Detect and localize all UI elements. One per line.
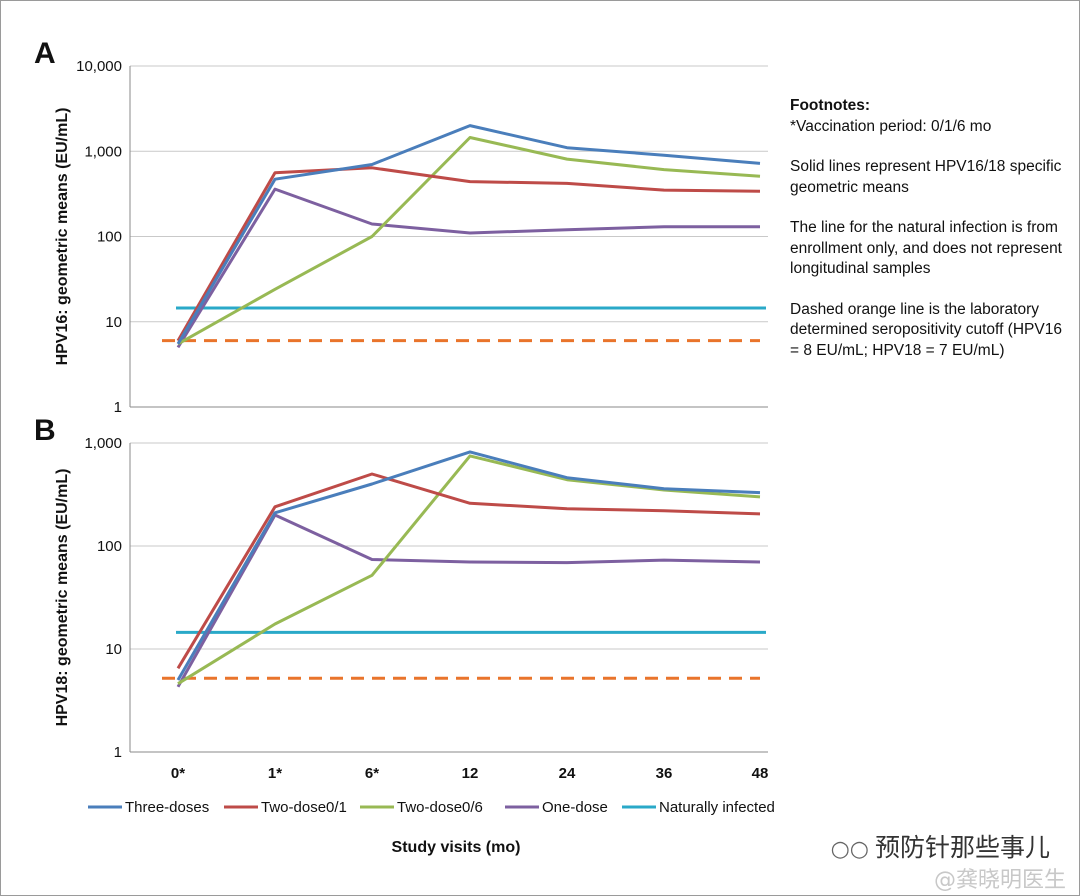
x-axis-title: Study visits (mo) [392,839,521,856]
watermark-account: ○○ 预防针那些事儿 [831,828,1050,864]
panel-b-y-tick-label: 1,000 [84,435,122,452]
panel-a-y-tick-label: 10 [105,314,122,331]
panel-a-y-tick-label: 1 [114,399,122,416]
panel-b-y-axis-title: HPV18: geometric means (EU/mL) [54,469,71,727]
panel-b-y-tick-label: 10 [105,641,122,658]
x-tick-label: 0* [171,765,185,782]
x-tick-label: 1* [268,765,282,782]
panel-a-series-three-doses [176,124,761,345]
legend-label: One-dose [542,799,608,816]
footnotes-title: Footnotes: [790,97,871,114]
x-tick-label: 48 [752,765,769,782]
panel-a-y-tick-label: 100 [97,229,122,246]
panel-b-series-two-dose0-1 [176,472,761,670]
legend-label: Two-dose0/1 [261,799,347,816]
x-tick-label: 36 [656,765,673,782]
footnote-dashed-line: Dashed orange line is the laboratory det… [790,300,1062,359]
legend-label: Three-doses [125,799,209,816]
panel-a-y-tick-label: 1,000 [84,143,122,160]
panel-b-series-three-doses [176,450,761,681]
x-tick-label: 24 [559,765,576,782]
watermark-author: @龚晓明医生 [933,868,1066,893]
footnote-solid-lines: Solid lines represent HPV16/18 specific … [790,158,1062,196]
panel-a-label: A [34,37,56,70]
legend-label: Naturally infected [659,799,775,816]
footnote-vaccination: *Vaccination period: 0/1/6 mo [790,117,992,135]
panel-a-y-tick-label: 10,000 [76,58,122,75]
panel-b-label: B [34,414,56,447]
panel-b-y-tick-label: 1 [114,744,122,761]
footnotes: Footnotes: *Vaccination period: 0/1/6 mo… [790,96,1070,361]
legend-label: Two-dose0/6 [397,799,483,816]
watermark-account-text: 预防针那些事儿 [874,833,1050,862]
footnote-natural-infection: The line for the natural infection is fr… [790,219,1062,277]
panel-b-series-one-dose [176,513,761,688]
panel-a-series-two-dose0-6 [177,136,761,346]
panel-a-y-axis-title: HPV16: geometric means (EU/mL) [54,108,71,366]
panel-a-series-two-dose0-1 [176,166,761,342]
wechat-icon: ○○ [830,837,869,862]
x-tick-label: 12 [462,765,479,782]
panel-a-series-one-dose [176,187,760,349]
panel-b-y-tick-label: 100 [97,538,122,555]
x-tick-label: 6* [365,765,379,782]
